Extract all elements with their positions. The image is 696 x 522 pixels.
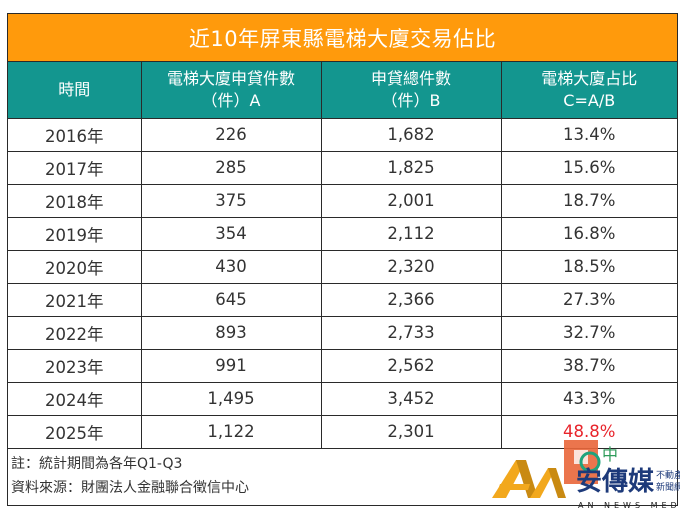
svg-text:新聞網: 新聞網 bbox=[656, 481, 680, 493]
cell-year: 2020年 bbox=[8, 250, 141, 284]
cell-b: 2,562 bbox=[320, 349, 501, 383]
svg-text:不動產: 不動產 bbox=[656, 469, 680, 481]
cell-b: 3,452 bbox=[320, 382, 501, 416]
header-row: 時間 電梯大廈申貸件數 （件）A 申貸總件數 （件）B 電梯大廈占比 C=A/B bbox=[8, 62, 677, 119]
cell-year: 2025年 bbox=[8, 415, 141, 449]
cell-year: 2019年 bbox=[8, 217, 141, 251]
cell-a: 354 bbox=[140, 217, 321, 251]
logo-icon: 中 安傳媒 不動產 新聞網 AN NEWS MEDIA bbox=[492, 440, 693, 510]
cell-c: 43.3% bbox=[500, 382, 677, 416]
cell-a: 285 bbox=[140, 151, 321, 185]
table-row: 2019年 354 2,112 16.8% bbox=[8, 217, 677, 251]
cell-b: 2,733 bbox=[320, 316, 501, 350]
cell-c: 32.7% bbox=[500, 316, 677, 350]
cell-b: 2,001 bbox=[320, 184, 501, 218]
table-footer: 註：統計期間為各年Q1-Q3 資料來源：財團法人金融聯合徵信中心 bbox=[8, 448, 677, 506]
data-table: 時間 電梯大廈申貸件數 （件）A 申貸總件數 （件）B 電梯大廈占比 C=A/B 20… bbox=[8, 62, 677, 449]
table-row: 2021年 645 2,366 27.3% bbox=[8, 283, 677, 317]
table-row: 2024年 1,495 3,452 43.3% bbox=[8, 382, 677, 416]
cell-a: 1,122 bbox=[140, 415, 321, 449]
table-row: 2023年 991 2,562 38.7% bbox=[8, 349, 677, 383]
cell-a: 991 bbox=[140, 349, 321, 383]
header-total-loans: 申貸總件數 （件）B bbox=[320, 62, 501, 119]
cell-a: 1,495 bbox=[140, 382, 321, 416]
cell-c: 16.8% bbox=[500, 217, 677, 251]
table-row: 2018年 375 2,001 18.7% bbox=[8, 184, 677, 218]
cell-b: 1,682 bbox=[320, 118, 501, 152]
footnote-period: 註：統計期間為各年Q1-Q3 bbox=[11, 456, 183, 472]
cell-year: 2017年 bbox=[8, 151, 141, 185]
svg-text:安傳媒: 安傳媒 bbox=[576, 467, 655, 497]
data-table-frame: 近10年屏東縣電梯大廈交易佔比 時間 電梯大廈申貸件數 （件）A 申貸總件數 （件）… bbox=[7, 13, 678, 506]
table-title: 近10年屏東縣電梯大廈交易佔比 bbox=[8, 14, 677, 62]
header-ratio: 電梯大廈占比 C=A/B bbox=[500, 62, 677, 119]
footnote-source: 資料來源：財團法人金融聯合徵信中心 bbox=[11, 480, 249, 496]
cell-b: 2,366 bbox=[320, 283, 501, 317]
an-news-media-logo: 中 安傳媒 不動產 新聞網 AN NEWS MEDIA bbox=[486, 438, 693, 510]
cell-year: 2024年 bbox=[8, 382, 141, 416]
cell-c: 13.4% bbox=[500, 118, 677, 152]
header-time: 時間 bbox=[8, 62, 141, 119]
table-row: 2016年 226 1,682 13.4% bbox=[8, 118, 677, 152]
cell-b: 2,320 bbox=[320, 250, 501, 284]
cell-c: 38.7% bbox=[500, 349, 677, 383]
cell-a: 226 bbox=[140, 118, 321, 152]
table-row: 2022年 893 2,733 32.7% bbox=[8, 316, 677, 350]
cell-year: 2021年 bbox=[8, 283, 141, 317]
table-row: 2017年 285 1,825 15.6% bbox=[8, 151, 677, 185]
header-elevator-loans: 電梯大廈申貸件數 （件）A bbox=[140, 62, 321, 119]
cell-year: 2016年 bbox=[8, 118, 141, 152]
cell-a: 893 bbox=[140, 316, 321, 350]
cell-c: 18.7% bbox=[500, 184, 677, 218]
svg-text:AN NEWS MEDIA: AN NEWS MEDIA bbox=[578, 501, 680, 510]
table-row: 2020年 430 2,320 18.5% bbox=[8, 250, 677, 284]
cell-b: 1,825 bbox=[320, 151, 501, 185]
cell-c: 15.6% bbox=[500, 151, 677, 185]
cell-a: 645 bbox=[140, 283, 321, 317]
cell-year: 2018年 bbox=[8, 184, 141, 218]
cell-b: 2,112 bbox=[320, 217, 501, 251]
cell-c: 27.3% bbox=[500, 283, 677, 317]
cell-year: 2023年 bbox=[8, 349, 141, 383]
cell-a: 430 bbox=[140, 250, 321, 284]
cell-c: 18.5% bbox=[500, 250, 677, 284]
cell-a: 375 bbox=[140, 184, 321, 218]
svg-text:中: 中 bbox=[602, 445, 618, 464]
cell-b: 2,301 bbox=[320, 415, 501, 449]
cell-year: 2022年 bbox=[8, 316, 141, 350]
